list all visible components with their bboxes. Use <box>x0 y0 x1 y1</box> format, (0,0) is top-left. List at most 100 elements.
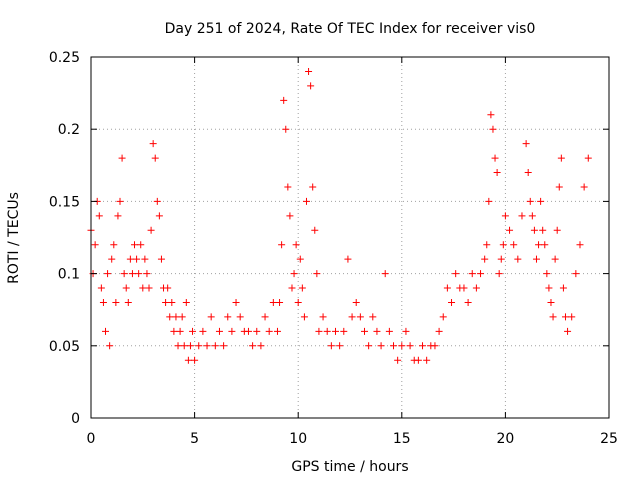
data-point <box>352 298 360 306</box>
plot-frame <box>90 56 610 419</box>
data-point <box>203 342 211 350</box>
data-point <box>315 327 323 335</box>
data-point <box>300 313 308 321</box>
data-point <box>423 356 431 364</box>
x-tick-label: 5 <box>190 431 199 447</box>
data-point <box>180 342 188 350</box>
data-point <box>95 212 103 220</box>
data-point <box>526 197 534 205</box>
x-tick-label: 0 <box>87 431 96 447</box>
data-point <box>485 197 493 205</box>
data-point <box>336 342 344 350</box>
data-point <box>128 270 136 278</box>
data-point <box>414 356 422 364</box>
data-point <box>518 212 526 220</box>
data-point <box>551 255 559 263</box>
data-point <box>286 212 294 220</box>
data-point <box>305 67 313 75</box>
data-point <box>510 241 518 249</box>
data-point <box>97 284 105 292</box>
data-point <box>311 226 319 234</box>
data-point <box>184 356 192 364</box>
data-point <box>522 140 530 148</box>
data-point <box>483 241 491 249</box>
data-point <box>528 212 536 220</box>
data-point <box>232 298 240 306</box>
data-point <box>211 342 219 350</box>
y-tick-label: 0.2 <box>58 122 80 138</box>
data-point <box>110 241 118 249</box>
data-point <box>199 327 207 335</box>
data-point <box>155 212 163 220</box>
data-point <box>489 125 497 133</box>
x-tick-label: 20 <box>496 431 514 447</box>
data-point <box>369 313 377 321</box>
data-point <box>309 183 317 191</box>
data-point <box>228 327 236 335</box>
data-point <box>327 342 335 350</box>
data-point <box>452 270 460 278</box>
data-point <box>176 327 184 335</box>
x-tick-labels: 0 5 10 15 20 25 <box>87 431 618 447</box>
data-point <box>120 270 128 278</box>
data-point <box>147 226 155 234</box>
data-point <box>191 356 199 364</box>
data-point <box>298 284 306 292</box>
data-point <box>302 197 310 205</box>
data-point <box>172 313 180 321</box>
data-point <box>153 197 161 205</box>
y-tick-label: 0 <box>71 411 80 427</box>
data-point <box>535 241 543 249</box>
data-point <box>377 342 385 350</box>
data-point <box>157 255 165 263</box>
data-point <box>170 327 178 335</box>
y-axis-label: ROTI / TECUs <box>6 192 22 284</box>
y-tick-labels: 0 0.05 0.1 0.15 0.2 0.25 <box>49 50 80 427</box>
data-point <box>224 313 232 321</box>
data-point <box>276 298 284 306</box>
data-point <box>487 111 495 119</box>
data-point <box>495 270 503 278</box>
data-point <box>114 212 122 220</box>
data-point <box>448 298 456 306</box>
data-point <box>491 154 499 162</box>
data-point <box>539 226 547 234</box>
data-point <box>182 298 190 306</box>
data-point <box>506 226 514 234</box>
data-point <box>288 284 296 292</box>
data-point <box>269 298 277 306</box>
data-point <box>555 183 563 191</box>
data-point <box>116 197 124 205</box>
grid-lines <box>91 57 609 418</box>
data-point <box>497 255 505 263</box>
y-tick-label: 0.1 <box>58 267 80 283</box>
data-point <box>532 255 540 263</box>
data-point <box>545 284 553 292</box>
axis-ticks <box>90 56 610 419</box>
data-point <box>481 255 489 263</box>
data-point <box>477 270 485 278</box>
data-point <box>549 313 557 321</box>
data-point <box>472 284 480 292</box>
data-point <box>145 284 153 292</box>
data-point <box>435 327 443 335</box>
data-point <box>282 125 290 133</box>
data-point <box>460 284 468 292</box>
data-point <box>576 241 584 249</box>
data-point <box>186 342 194 350</box>
data-point <box>514 255 522 263</box>
data-point <box>390 342 398 350</box>
y-tick-label: 0.05 <box>49 339 80 355</box>
data-point <box>220 342 228 350</box>
data-point <box>278 241 286 249</box>
data-point <box>91 241 99 249</box>
data-point <box>273 327 281 335</box>
data-point <box>381 270 389 278</box>
x-axis-label: GPS time / hours <box>291 459 408 475</box>
data-point <box>141 255 149 263</box>
data-point <box>124 298 132 306</box>
data-point <box>195 342 203 350</box>
x-tick-label: 15 <box>393 431 411 447</box>
data-point <box>106 342 114 350</box>
